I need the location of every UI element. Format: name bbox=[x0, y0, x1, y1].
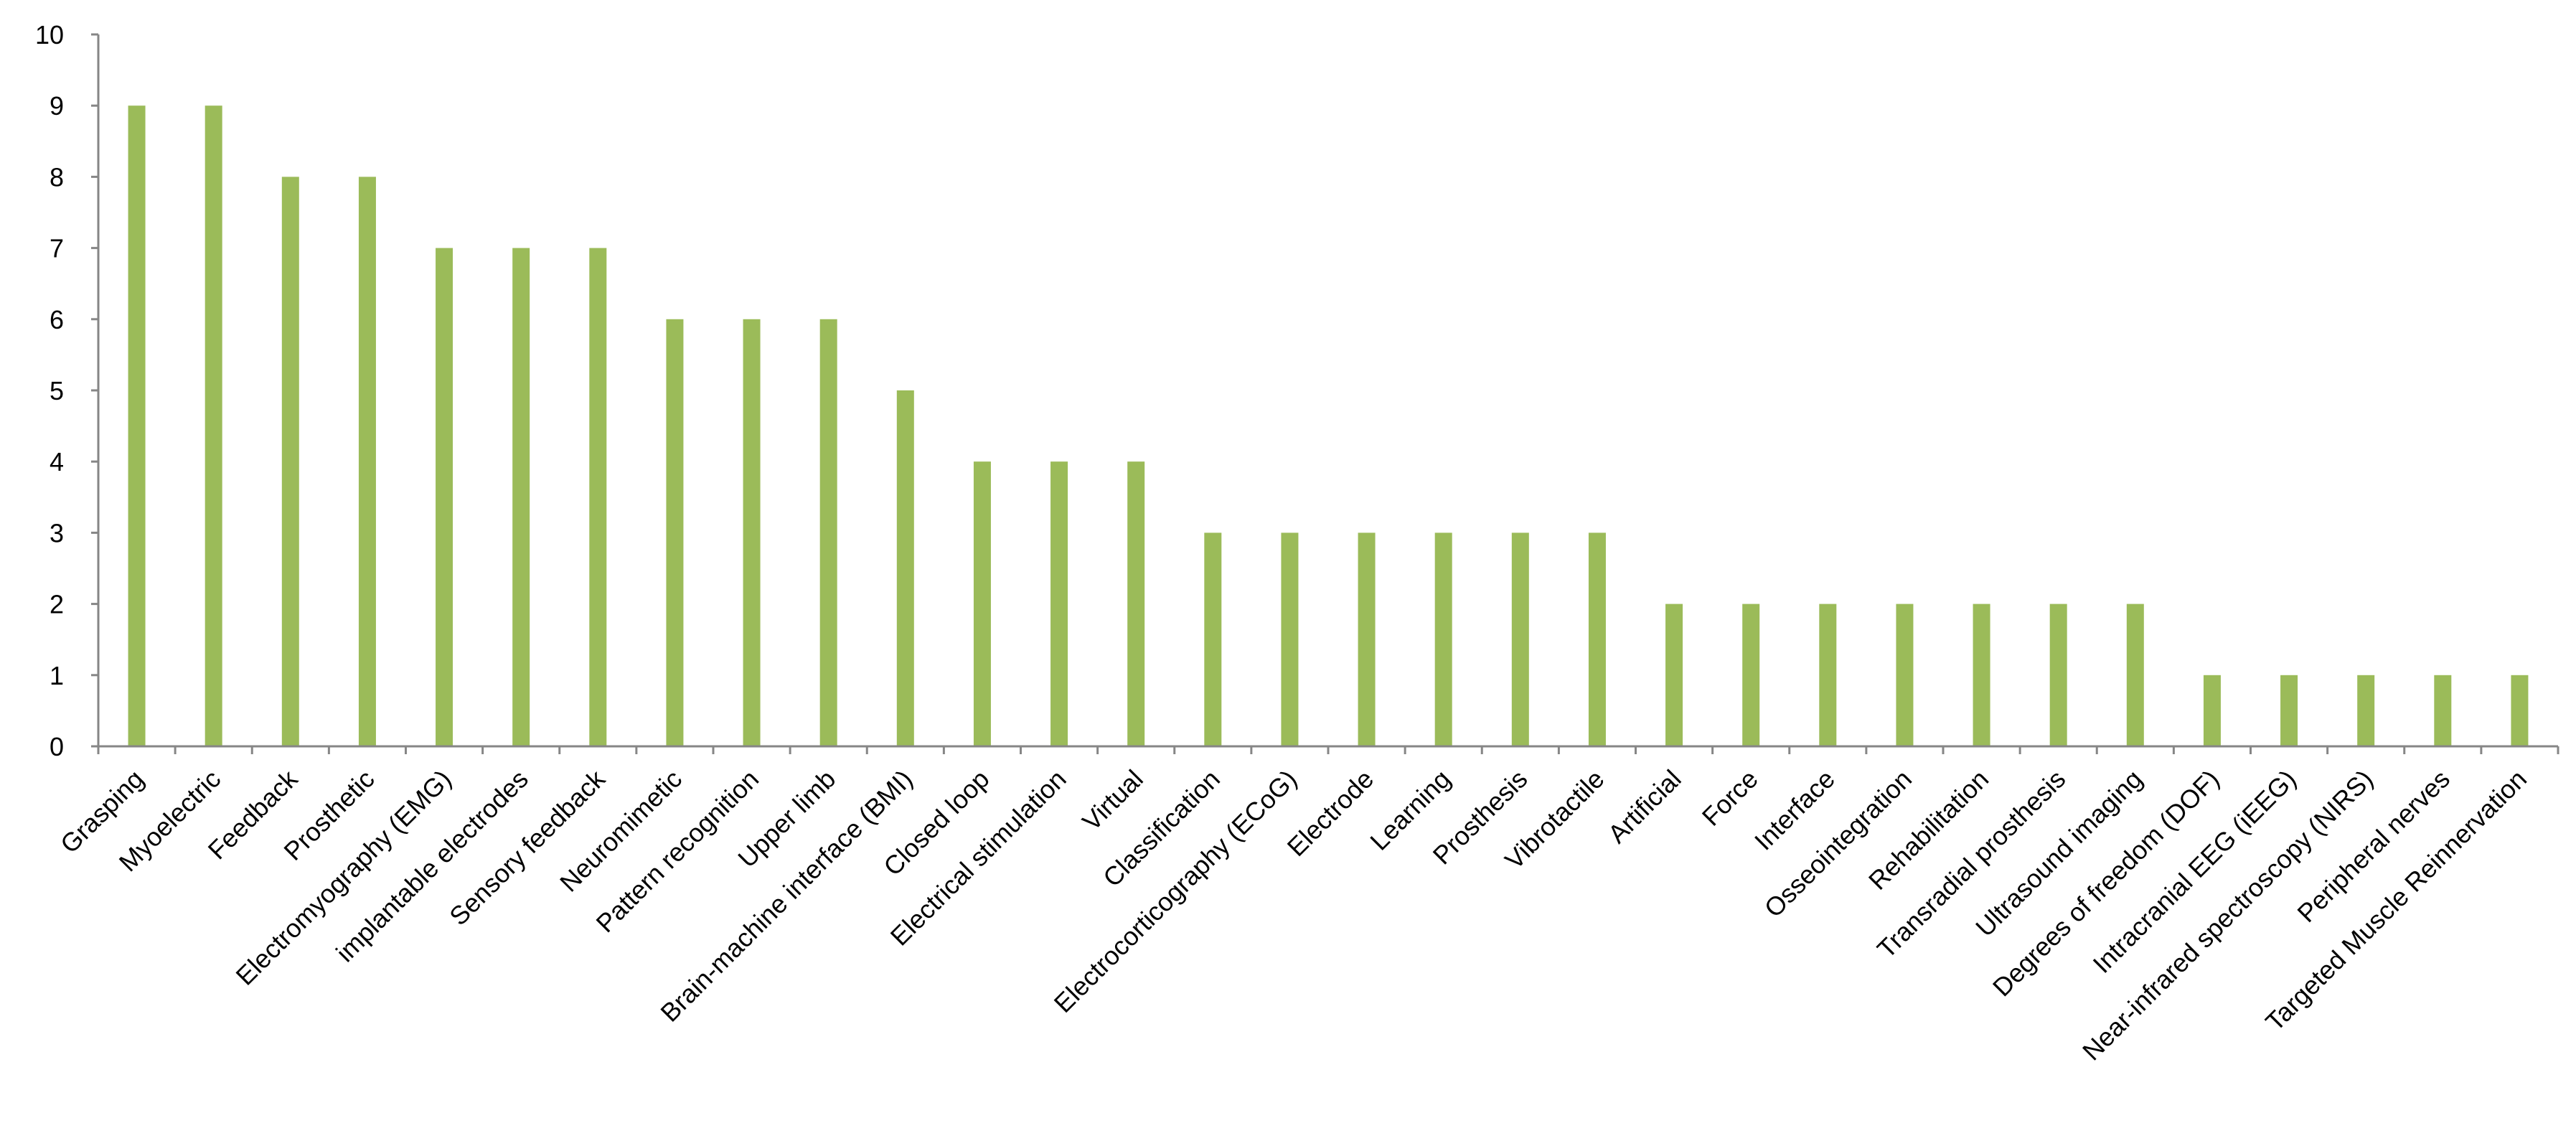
x-category-label: Virtual bbox=[1076, 764, 1149, 837]
bar-14 bbox=[1127, 461, 1145, 746]
bar-15 bbox=[1204, 532, 1222, 746]
bar-18 bbox=[1434, 532, 1452, 746]
bar-26 bbox=[2049, 604, 2067, 746]
bar-6 bbox=[512, 248, 530, 747]
bar-3 bbox=[281, 177, 299, 746]
bar-29 bbox=[2280, 675, 2298, 746]
bar-8 bbox=[666, 319, 684, 746]
bar-11 bbox=[896, 390, 914, 746]
x-category-label: Artificial bbox=[1602, 764, 1687, 849]
bar-1 bbox=[128, 105, 146, 746]
x-tick-labels: GraspingMyoelectricFeedbackProstheticEle… bbox=[55, 764, 2532, 1066]
y-tick-label: 4 bbox=[50, 447, 64, 476]
y-tick-label: 9 bbox=[50, 91, 64, 121]
bar-9 bbox=[743, 319, 761, 746]
bar-30 bbox=[2357, 675, 2375, 746]
y-tick-label: 10 bbox=[35, 20, 64, 50]
bar-7 bbox=[589, 248, 607, 747]
bar-5 bbox=[436, 248, 453, 747]
bar-4 bbox=[358, 177, 376, 746]
bar-2 bbox=[205, 105, 222, 746]
x-category-label: Force bbox=[1696, 764, 1764, 832]
y-tick-label: 1 bbox=[50, 661, 64, 690]
bar-32 bbox=[2511, 675, 2529, 746]
bar-13 bbox=[1050, 461, 1068, 746]
bar-12 bbox=[973, 461, 991, 746]
y-tick-labels: 0 1 2 3 4 5 6 7 8 9 10 bbox=[35, 20, 64, 761]
bar-24 bbox=[1896, 604, 1914, 746]
bar-20 bbox=[1588, 532, 1606, 746]
bar-19 bbox=[1511, 532, 1529, 746]
y-tick-label: 2 bbox=[50, 590, 64, 619]
bar-17 bbox=[1358, 532, 1376, 746]
y-tick-label: 3 bbox=[50, 518, 64, 548]
axes-group bbox=[91, 33, 2559, 754]
y-tick-label: 6 bbox=[50, 305, 64, 334]
bar-27 bbox=[2126, 604, 2144, 746]
y-tick-label: 7 bbox=[50, 234, 64, 263]
bar-23 bbox=[1819, 604, 1837, 746]
y-tick-label: 0 bbox=[50, 732, 64, 761]
bar-16 bbox=[1281, 532, 1299, 746]
bar-21 bbox=[1665, 604, 1683, 746]
bar-10 bbox=[819, 319, 837, 746]
bars-group bbox=[128, 105, 2529, 747]
bar-31 bbox=[2434, 675, 2452, 746]
y-tick-label: 8 bbox=[50, 162, 64, 192]
bar-22 bbox=[1742, 604, 1760, 746]
y-tick-label: 5 bbox=[50, 376, 64, 405]
bar-25 bbox=[1973, 604, 1990, 746]
bar-28 bbox=[2203, 675, 2221, 746]
